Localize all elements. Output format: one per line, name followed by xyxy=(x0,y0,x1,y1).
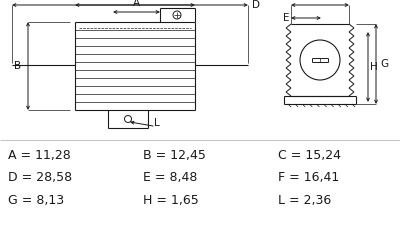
Text: A: A xyxy=(133,0,140,8)
Text: C = 15,24: C = 15,24 xyxy=(278,148,341,162)
Text: F = 16,41: F = 16,41 xyxy=(278,171,339,184)
Text: D = 28,58: D = 28,58 xyxy=(8,171,72,184)
Text: B = 12,45: B = 12,45 xyxy=(143,148,206,162)
Text: C: C xyxy=(116,0,124,2)
Text: E: E xyxy=(282,13,289,23)
Text: L: L xyxy=(154,118,160,128)
Text: H: H xyxy=(370,62,378,72)
Text: H = 1,65: H = 1,65 xyxy=(143,193,199,206)
Text: E = 8,48: E = 8,48 xyxy=(143,171,197,184)
Text: A = 11,28: A = 11,28 xyxy=(8,148,71,162)
Text: B: B xyxy=(14,61,22,71)
Text: G = 8,13: G = 8,13 xyxy=(8,193,64,206)
Text: G: G xyxy=(380,59,388,69)
Text: D: D xyxy=(252,0,260,10)
Text: F: F xyxy=(317,0,323,2)
Text: L = 2,36: L = 2,36 xyxy=(278,193,331,206)
